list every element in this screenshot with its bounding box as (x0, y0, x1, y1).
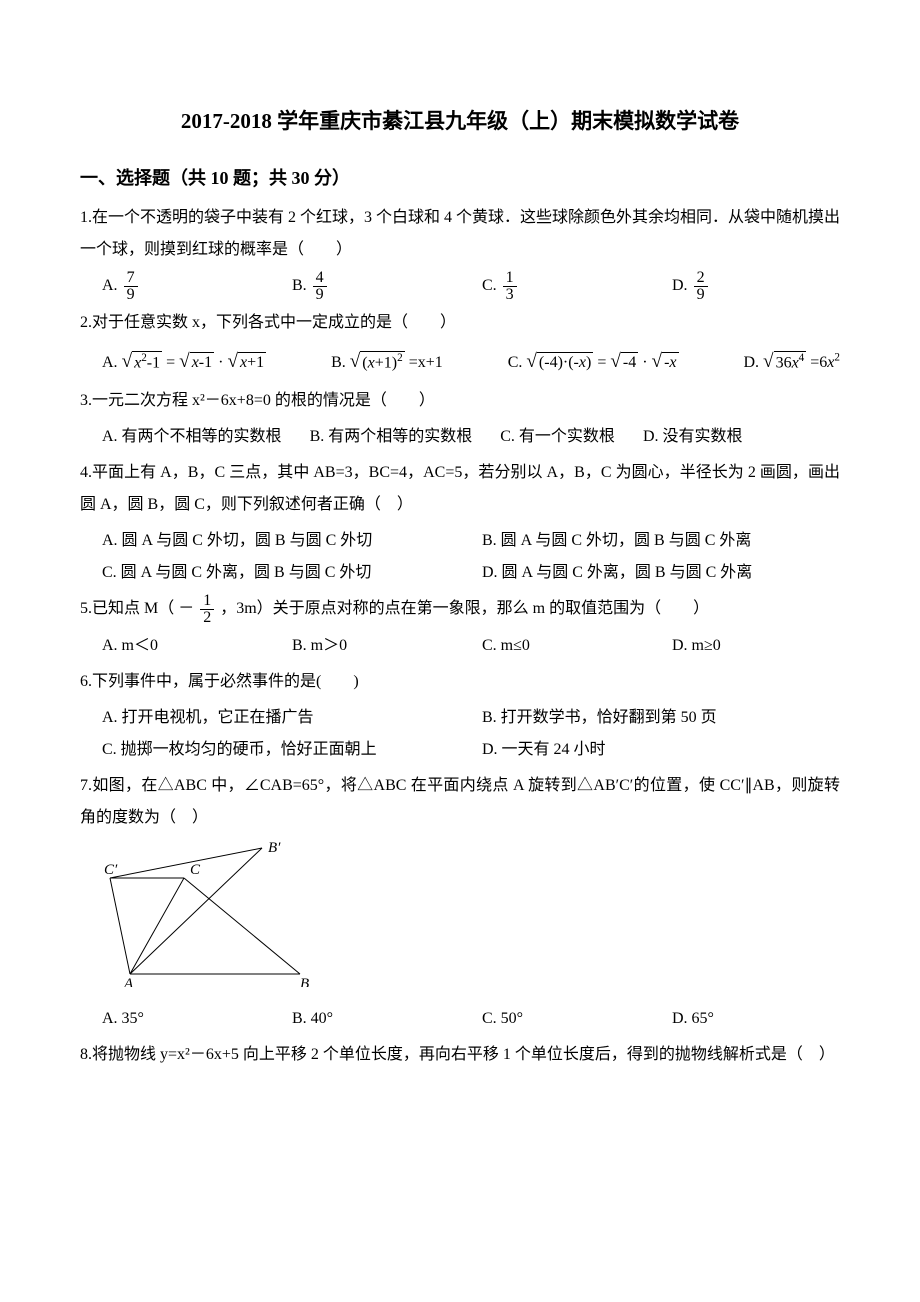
svg-text:B′: B′ (268, 842, 281, 856)
q3-A: A. 有两个不相等的实数根 (102, 428, 282, 445)
q2-D: D. √36x4 =6x2 (743, 343, 840, 381)
q4-C: C. 圆 A 与圆 C 外离，圆 B 与圆 C 外切 (80, 557, 460, 589)
q2-text: 2.对于任意实数 x，下列各式中一定成立的是（ ） (80, 307, 840, 339)
q7-B: B. 40° (270, 1003, 460, 1035)
q1-A: A. 79 (80, 270, 270, 303)
q7-options: A. 35° B. 40° C. 50° D. 65° (80, 1003, 840, 1035)
q6-D: D. 一天有 24 小时 (460, 734, 840, 766)
q8-text: 8.将抛物线 y=x²－6x+5 向上平移 2 个单位长度，再向右平移 1 个单… (80, 1039, 840, 1071)
q7-figure: A B C C′ B′ (102, 842, 840, 999)
q1-A-frac: 79 (124, 270, 138, 303)
q7-A: A. 35° (80, 1003, 270, 1035)
q3-D: D. 没有实数根 (643, 428, 743, 445)
svg-text:C: C (190, 862, 201, 878)
q1-D: D. 29 (650, 270, 840, 303)
q5-D: D. m≥0 (650, 630, 840, 662)
q1-text: 1.在一个不透明的袋子中装有 2 个红球，3 个白球和 4 个黄球．这些球除颜色… (80, 202, 840, 266)
q4-text: 4.平面上有 A，B，C 三点，其中 AB=3，BC=4，AC=5，若分别以 A… (80, 457, 840, 521)
q6-options: A. 打开电视机，它正在播广告 B. 打开数学书，恰好翻到第 50 页 C. 抛… (80, 702, 840, 766)
q1-C-frac: 13 (503, 270, 517, 303)
q5-frac: 12 (200, 593, 214, 626)
section-heading: 一、选择题（共 10 题；共 30 分） (80, 160, 840, 196)
svg-text:B: B (300, 976, 309, 987)
exam-title: 2017-2018 学年重庆市綦江县九年级（上）期末模拟数学试卷 (80, 100, 840, 142)
q3-C: C. 有一个实数根 (500, 428, 615, 445)
q6-C: C. 抛掷一枚均匀的硬币，恰好正面朝上 (80, 734, 460, 766)
q3-B: B. 有两个相等的实数根 (310, 428, 473, 445)
q1-B: B. 49 (270, 270, 460, 303)
q4-options: A. 圆 A 与圆 C 外切，圆 B 与圆 C 外切 B. 圆 A 与圆 C 外… (80, 525, 840, 589)
q1-D-frac: 29 (694, 270, 708, 303)
q2-B: B. √(x+1)2 =x+1 (331, 343, 443, 381)
q6-A: A. 打开电视机，它正在播广告 (80, 702, 460, 734)
q5-text: 5.已知点 M（ － 12 ，3m）关于原点对称的点在第一象限，那么 m 的取值… (80, 593, 840, 626)
q7-text: 7.如图，在△ABC 中，∠CAB=65°，将△ABC 在平面内绕点 A 旋转到… (80, 770, 840, 834)
q4-A: A. 圆 A 与圆 C 外切，圆 B 与圆 C 外切 (80, 525, 460, 557)
svg-text:A: A (123, 976, 134, 987)
q4-D: D. 圆 A 与圆 C 外离，圆 B 与圆 C 外离 (460, 557, 840, 589)
q5-C: C. m≤0 (460, 630, 650, 662)
q7-D: D. 65° (650, 1003, 840, 1035)
q4-B: B. 圆 A 与圆 C 外切，圆 B 与圆 C 外离 (460, 525, 840, 557)
q6-text: 6.下列事件中，属于必然事件的是( ) (80, 666, 840, 698)
triangle-figure: A B C C′ B′ (102, 842, 322, 987)
q6-B: B. 打开数学书，恰好翻到第 50 页 (460, 702, 840, 734)
q2-A: A. √x2-1 = √x-1 · √x+1 (102, 343, 266, 381)
q3-options: A. 有两个不相等的实数根 B. 有两个相等的实数根 C. 有一个实数根 D. … (80, 421, 840, 453)
q1-C: C. 13 (460, 270, 650, 303)
q5-A: A. m＜0 (80, 630, 270, 662)
svg-text:C′: C′ (104, 862, 118, 878)
q5-options: A. m＜0 B. m＞0 C. m≤0 D. m≥0 (80, 630, 840, 662)
q2-options: A. √x2-1 = √x-1 · √x+1 B. √(x+1)2 =x+1 C… (80, 343, 840, 381)
q2-C: C. √(-4)·(-x) = √-4 · √-x (508, 343, 679, 381)
q1-B-frac: 49 (313, 270, 327, 303)
q3-text: 3.一元二次方程 x²－6x+8=0 的根的情况是（ ） (80, 385, 840, 417)
q7-C: C. 50° (460, 1003, 650, 1035)
q1-options: A. 79 B. 49 C. 13 D. 29 (80, 270, 840, 303)
q5-B: B. m＞0 (270, 630, 460, 662)
